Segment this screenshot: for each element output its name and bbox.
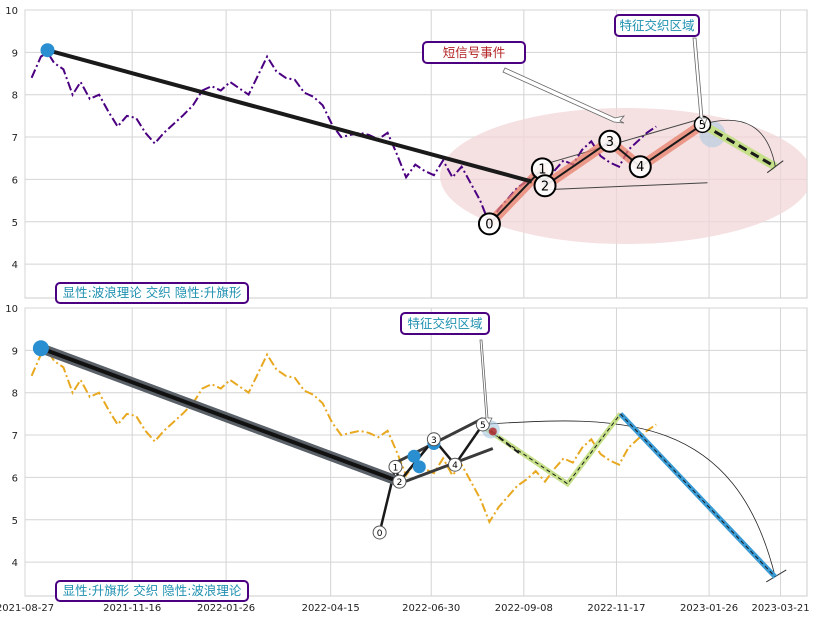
bottom-price-line [30, 349, 657, 525]
bottom-zone-dot [488, 427, 497, 436]
x-tick-label: 2021-11-16 [103, 603, 161, 614]
x-tick-label: 2022-04-15 [302, 603, 360, 614]
bottom-panel: 4 5 6 7 8 9 10 0 1 2 3 4 5 特征交织区域 显性:升旗形 交织 隐性:波浪理论 [5, 304, 808, 602]
wave-point-4 [628, 155, 652, 179]
bottom-wave-points: 0 1 2 3 4 5 [372, 417, 490, 540]
zone-text-bottom: 特征交织区域 [407, 316, 482, 331]
top-grid [24, 9, 807, 298]
y-tick-label: 7 [12, 431, 18, 442]
zone-text-top: 特征交织区域 [619, 18, 694, 33]
y-tick-label: 8 [12, 91, 18, 102]
bottom-channel-lower [398, 447, 494, 486]
bottom-trend-core [40, 346, 401, 484]
bottom-wave-point-5 [475, 417, 490, 432]
y-tick-label: 6 [12, 175, 18, 186]
top-trend-line [46, 48, 533, 184]
y-tick-label: 10 [5, 6, 18, 17]
top-y-ticks: 4 5 6 7 8 9 10 [5, 6, 18, 271]
top-wave-band [485, 120, 706, 228]
top-flag-channel [542, 117, 708, 191]
bottom-wave-label-1: 1 [393, 463, 399, 473]
x-tick-label: 2022-11-17 [587, 603, 645, 614]
x-tick-label: 2022-06-30 [402, 603, 460, 614]
zone-label-bottom: 特征交织区域 [400, 312, 490, 335]
y-tick-label: 10 [5, 304, 18, 315]
wave-point-3 [598, 129, 622, 153]
top-panel: 4 5 6 7 8 9 10 0 1 2 3 4 5 短信号事件 特征交织区域 显性:波浪理论 交织 … [5, 6, 808, 304]
y-tick-label: 8 [12, 389, 18, 400]
channel-lower [544, 182, 708, 191]
bottom-wave-label-2: 2 [397, 478, 403, 488]
bottom-legend: 显性:升旗形 交织 隐性:波浪理论 [55, 580, 249, 602]
top-legend: 显性:波浪理论 交织 隐性:升旗形 [55, 282, 249, 304]
top-price-line [30, 51, 657, 227]
bottom-y-ticks: 4 5 6 7 8 9 10 [5, 304, 18, 569]
bottom-wave-point-2 [392, 474, 407, 489]
bottom-wave-label-4: 4 [452, 461, 458, 471]
bottom-wave-point-4 [448, 457, 463, 472]
bottom-wave-label-3: 3 [431, 436, 437, 446]
trend-start-dot [40, 43, 55, 58]
x-tick-label: 2022-09-08 [495, 603, 553, 614]
wave-point-2 [533, 174, 557, 198]
wave-point-0 [477, 212, 501, 236]
y-tick-label: 9 [12, 48, 18, 59]
wave-label-2: 2 [541, 179, 549, 194]
bottom-trend-line [32, 340, 402, 487]
bottom-grid [24, 307, 807, 596]
bottom-wave-point-1 [388, 459, 403, 474]
top-projection [699, 119, 784, 174]
x-axis-ticks: 2021-08-27 2021-11-16 2022-01-26 2022-04-15… [0, 603, 810, 614]
bottom-projection [481, 412, 778, 579]
wave-label-1: 1 [538, 162, 546, 177]
zone-label-top: 特征交织区域 [614, 14, 700, 37]
blue-dot [412, 460, 426, 474]
y-tick-label: 4 [12, 558, 18, 569]
bottom-trend-start-dot [32, 340, 49, 357]
bottom-short-dash [482, 423, 522, 456]
top-wave-points: 0 1 2 3 4 5 [40, 43, 712, 236]
bottom-wave-label-0: 0 [377, 529, 383, 539]
x-tick-label: 2021-08-27 [0, 603, 54, 614]
blue-dot [407, 449, 421, 463]
y-tick-label: 6 [12, 473, 18, 484]
y-tick-label: 9 [12, 346, 18, 357]
bottom-wave-point-0 [372, 525, 387, 540]
signal-event-text: 短信号事件 [443, 45, 506, 60]
channel-upper [542, 117, 703, 166]
y-tick-label: 7 [12, 133, 18, 144]
bottom-wave-point-3 [426, 432, 441, 447]
zone-arrow-bottom [479, 339, 493, 425]
y-tick-label: 4 [12, 260, 18, 271]
wave-label-4: 4 [636, 160, 644, 175]
x-tick-label: 2022-01-26 [197, 603, 255, 614]
signal-event-label: 短信号事件 [422, 41, 526, 64]
x-tick-label: 2023-03-21 [751, 603, 809, 614]
projection-dash [701, 123, 776, 169]
signal-arrow [502, 67, 626, 124]
wave-line-path [488, 123, 704, 225]
zone-arrow-top [692, 37, 708, 125]
top-legend-text: 显性:波浪理论 交织 隐性:升旗形 [63, 285, 242, 300]
y-tick-label: 5 [12, 218, 18, 229]
wave-label-3: 3 [606, 135, 614, 150]
x-tick-label: 2023-01-26 [680, 603, 738, 614]
projection-arc [702, 119, 776, 167]
y-tick-label: 5 [12, 516, 18, 527]
blue-projection-dash [620, 413, 776, 578]
projection-tick [766, 160, 784, 174]
bottom-legend-text: 显性:升旗形 交织 隐性:波浪理论 [63, 583, 242, 598]
wave-label-0: 0 [485, 217, 493, 232]
wave-label-5: 5 [699, 118, 707, 132]
bottom-wave-label-5: 5 [480, 421, 486, 431]
bottom-projection-arc [482, 420, 776, 578]
